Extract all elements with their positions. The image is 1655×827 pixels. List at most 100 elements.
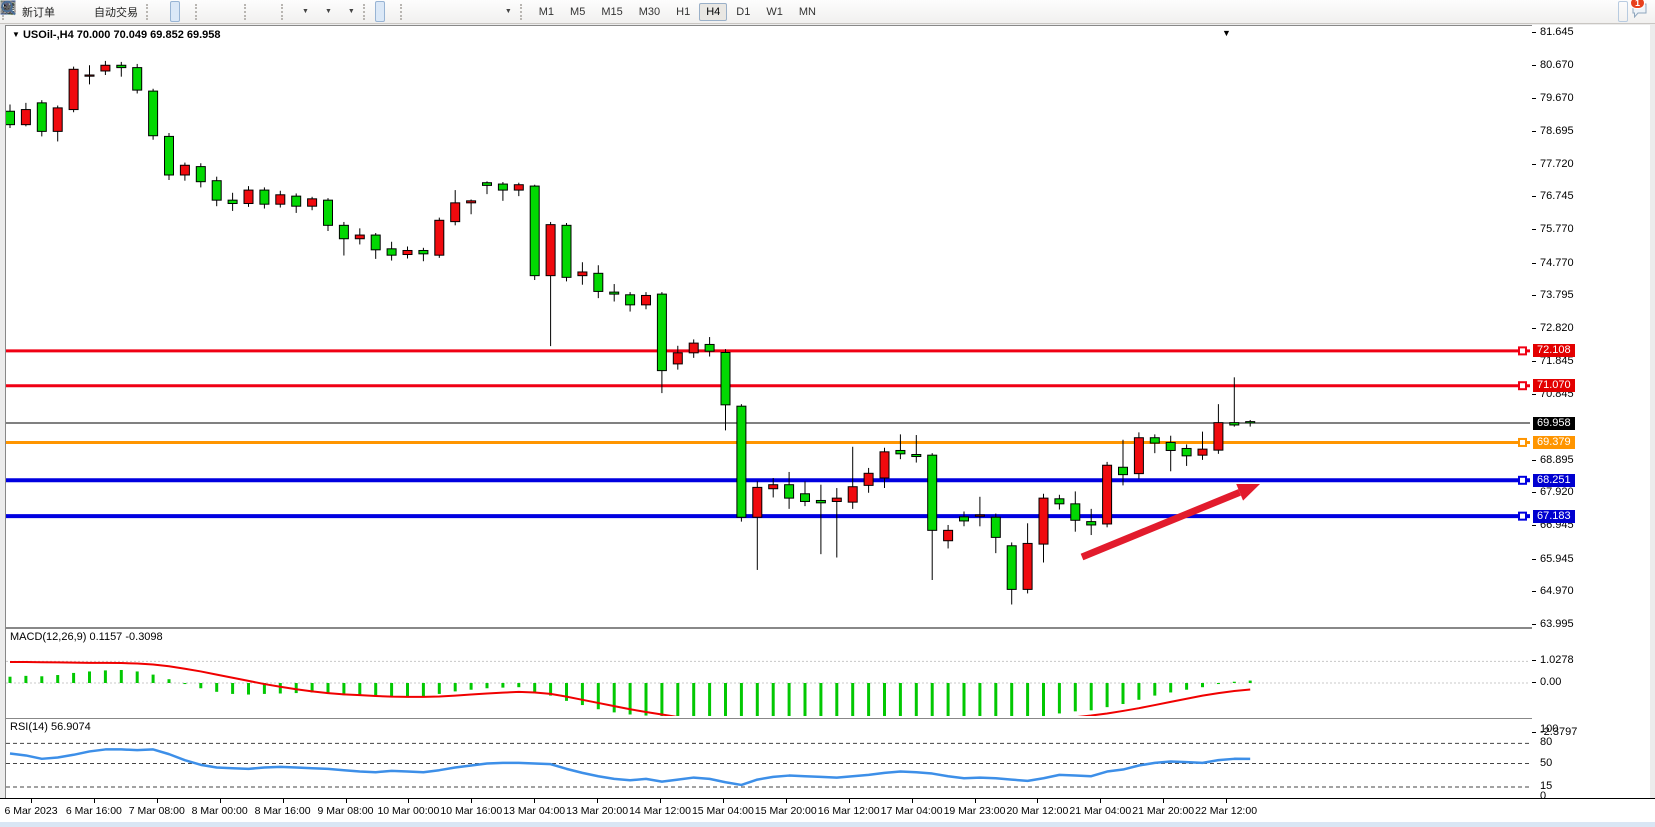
toolbar-grip[interactable] xyxy=(146,3,155,20)
new-chart-button[interactable]: ▼ xyxy=(1,0,314,22)
arrange-next-button[interactable] xyxy=(0,1,278,22)
search-button[interactable] xyxy=(1,0,1628,22)
toolbar-grip[interactable] xyxy=(195,3,204,20)
candle xyxy=(323,198,333,232)
hline-handle[interactable] xyxy=(1518,511,1527,521)
timeframe-d1[interactable]: D1 xyxy=(736,5,751,18)
trendline-button[interactable] xyxy=(1,1,446,22)
main-chart-panel[interactable]: ▼ USOil-,H4 70.000 70.049 69.852 69.958 … xyxy=(5,25,1533,628)
price-tick-label: 77.720 xyxy=(1540,157,1574,170)
time-tick xyxy=(345,799,347,803)
text-button[interactable]: A xyxy=(4,1,482,22)
time-axis[interactable]: 6 Mar 2023 6 Mar 16:00 7 Mar 08:00 8 Mar 00… xyxy=(0,798,1655,823)
time-tick xyxy=(282,799,284,803)
candle xyxy=(1118,439,1128,486)
chart-window-button[interactable] xyxy=(0,1,72,22)
timeframe-h4[interactable]: H4 xyxy=(699,2,728,21)
timeframe-m5[interactable]: M5 xyxy=(570,5,586,18)
macd-tick xyxy=(1532,731,1536,733)
rsi-panel[interactable]: RSI(14) 56.9074 xyxy=(5,718,1533,800)
shapes-button[interactable]: ▼ xyxy=(3,1,517,22)
rsi-tick-label: 15 xyxy=(1540,779,1553,792)
time-tick-label: 21 Mar 20:00 xyxy=(1132,805,1195,817)
time-tick-label: 13 Mar 20:00 xyxy=(566,805,629,817)
time-tick xyxy=(1037,799,1039,803)
candle xyxy=(1149,434,1160,454)
label-button[interactable]: T xyxy=(1,1,494,22)
candlestick-button[interactable] xyxy=(2,1,180,22)
candle xyxy=(52,105,63,142)
hline-button[interactable] xyxy=(1,1,434,22)
price-tick xyxy=(1532,360,1536,362)
new-order-button[interactable]: 新订单 xyxy=(0,0,60,22)
time-tick xyxy=(93,799,95,803)
chart-shift-icon[interactable]: ▼ xyxy=(1222,28,1231,38)
zoom-out-button[interactable] xyxy=(1,0,229,22)
price-tick xyxy=(1532,459,1536,461)
chevron-down-icon[interactable]: ▼ xyxy=(324,8,332,15)
timeframe-mn[interactable]: MN xyxy=(798,5,816,18)
price-axis[interactable]: 81.645 80.670 79.670 78.695 77.720 76.745 75.7… xyxy=(1532,25,1650,821)
candle xyxy=(1038,493,1049,563)
candle xyxy=(1102,461,1113,528)
chevron-down-icon[interactable]: ▼ xyxy=(347,8,355,15)
candle xyxy=(656,292,667,394)
candle xyxy=(863,467,874,493)
time-tick-label: 22 Mar 12:00 xyxy=(1195,805,1258,817)
timeframe-m15[interactable]: M15 xyxy=(601,5,623,18)
price-tick xyxy=(1532,591,1536,593)
symbol-dropdown-icon[interactable]: ▼ xyxy=(12,30,20,39)
signal-button[interactable] xyxy=(1,0,84,22)
candle xyxy=(307,196,318,211)
toolbar-grip[interactable] xyxy=(362,3,372,20)
timeframe-w1[interactable]: W1 xyxy=(766,5,783,18)
fibonacci-button[interactable]: F xyxy=(1,1,470,22)
timeframe-m1[interactable]: M1 xyxy=(538,5,555,18)
hline-handle[interactable] xyxy=(1518,381,1527,391)
macd-panel[interactable]: MACD(12,26,9) 0.1157 -0.3098 xyxy=(5,628,1533,719)
candle xyxy=(974,496,985,527)
time-tick xyxy=(1163,799,1165,803)
price-tick-label: 68.895 xyxy=(1540,453,1574,466)
hline-handle[interactable] xyxy=(1518,346,1527,356)
chevron-down-icon[interactable]: ▼ xyxy=(504,8,512,15)
autotrade-button[interactable]: 自动交易 xyxy=(0,1,143,22)
toolbar-grip[interactable] xyxy=(519,3,529,20)
cursor-button[interactable] xyxy=(4,1,385,22)
line-chart-button[interactable] xyxy=(0,1,192,22)
timeframe-m30[interactable]: M30 xyxy=(638,5,661,18)
macd-canvas[interactable] xyxy=(6,629,1530,716)
tile-windows-button[interactable] xyxy=(0,0,241,22)
candlestick-canvas[interactable] xyxy=(6,26,1530,625)
rsi-canvas[interactable] xyxy=(6,719,1530,797)
bar-chart-button[interactable] xyxy=(2,1,168,22)
price-tick-label: 74.770 xyxy=(1540,256,1574,269)
trend-arrow[interactable] xyxy=(1080,484,1260,561)
crosshair-button[interactable] xyxy=(1,1,397,22)
candle xyxy=(1022,523,1033,594)
notifications-button[interactable]: 1 xyxy=(1629,0,1647,22)
price-tick-label: 80.670 xyxy=(1540,58,1574,71)
toolbar-grip[interactable] xyxy=(281,3,290,20)
candle xyxy=(768,477,779,498)
macd-tick-label: -2.3797 xyxy=(1540,725,1578,738)
price-badge-68.251: 68.251 xyxy=(1533,473,1575,487)
channel-button[interactable]: E xyxy=(0,1,458,22)
candle xyxy=(513,182,524,197)
hline-handle[interactable] xyxy=(1518,437,1527,447)
toolbar-grip[interactable] xyxy=(399,3,409,20)
time-tick xyxy=(722,799,724,803)
rsi-line xyxy=(9,748,1251,787)
chevron-down-icon[interactable]: ▼ xyxy=(302,8,309,15)
period-clock-button[interactable]: ▼ xyxy=(1,0,337,22)
toolbar-right-group: 1 xyxy=(1,0,1647,22)
timeframe-h1[interactable]: H1 xyxy=(676,5,691,18)
toolbar-grip[interactable] xyxy=(244,3,253,20)
vline-button[interactable] xyxy=(7,1,422,22)
arrange-forward-button[interactable] xyxy=(0,1,266,22)
zoom-in-button[interactable] xyxy=(1,0,217,22)
price-tick-label: 65.945 xyxy=(1540,552,1574,565)
candle xyxy=(1213,404,1224,454)
template-button[interactable]: ▼ xyxy=(0,1,360,22)
hline-handle[interactable] xyxy=(1518,475,1527,485)
